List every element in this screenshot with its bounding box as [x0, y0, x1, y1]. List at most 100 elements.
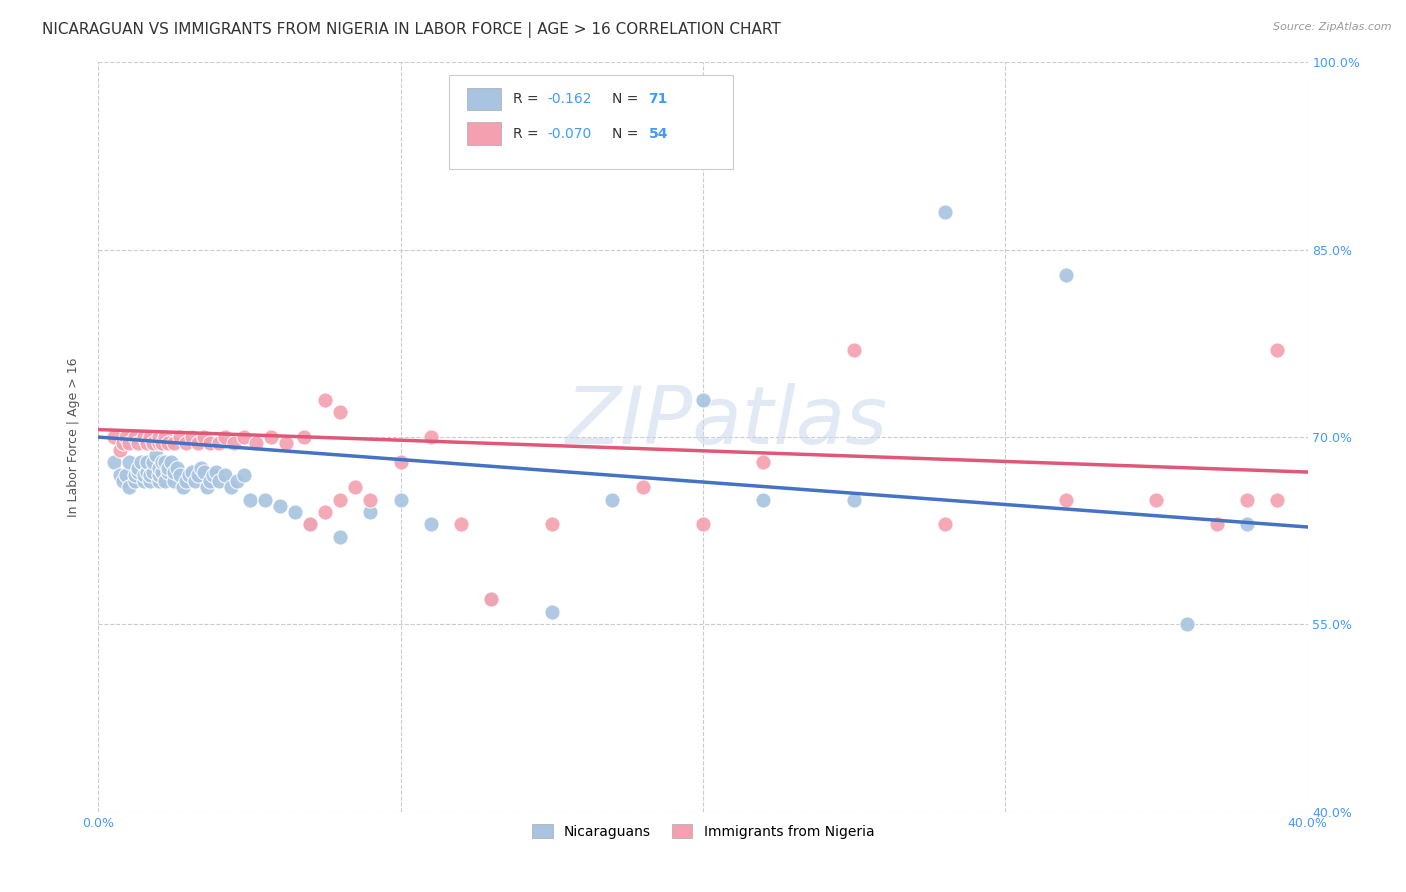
- Point: [284, 505, 307, 519]
- Text: -0.162: -0.162: [547, 92, 592, 106]
- Point: [226, 474, 249, 488]
- Point: [1054, 492, 1077, 507]
- Text: 54: 54: [648, 127, 668, 141]
- Point: [114, 467, 136, 482]
- Point: [329, 530, 352, 544]
- Point: [148, 436, 170, 450]
- Point: [481, 592, 503, 607]
- Point: [153, 474, 176, 488]
- Point: [139, 474, 162, 488]
- Point: [260, 430, 283, 444]
- Point: [132, 430, 155, 444]
- Point: [148, 474, 170, 488]
- Point: [329, 492, 352, 507]
- Point: [360, 492, 382, 507]
- Point: [253, 492, 276, 507]
- Point: [132, 474, 155, 488]
- Point: [181, 465, 204, 479]
- Point: [692, 392, 714, 407]
- Point: [156, 465, 179, 479]
- Point: [148, 467, 170, 482]
- Point: [181, 430, 204, 444]
- FancyBboxPatch shape: [449, 75, 734, 169]
- Point: [145, 448, 167, 462]
- Point: [118, 455, 141, 469]
- Point: [1267, 492, 1289, 507]
- Point: [274, 436, 297, 450]
- Point: [135, 436, 157, 450]
- Point: [299, 517, 322, 532]
- Point: [153, 430, 176, 444]
- Point: [692, 517, 714, 532]
- Point: [108, 442, 131, 457]
- Point: [844, 343, 866, 357]
- Point: [187, 467, 209, 482]
- Point: [118, 436, 141, 450]
- Point: [214, 467, 236, 482]
- Point: [118, 480, 141, 494]
- Text: -0.070: -0.070: [547, 127, 592, 141]
- Point: [224, 436, 246, 450]
- Legend: Nicaraguans, Immigrants from Nigeria: Nicaraguans, Immigrants from Nigeria: [524, 817, 882, 846]
- Point: [124, 467, 146, 482]
- Point: [172, 480, 194, 494]
- Text: R =: R =: [513, 127, 543, 141]
- Point: [132, 467, 155, 482]
- Point: [150, 465, 173, 479]
- Point: [540, 605, 562, 619]
- Point: [174, 474, 197, 488]
- Point: [111, 436, 134, 450]
- Bar: [467, 122, 501, 145]
- Point: [124, 474, 146, 488]
- Bar: [467, 88, 501, 111]
- Point: [214, 430, 236, 444]
- Point: [193, 465, 215, 479]
- Point: [232, 430, 254, 444]
- Point: [124, 430, 146, 444]
- Point: [127, 461, 149, 475]
- Point: [540, 517, 562, 532]
- Point: [934, 517, 956, 532]
- Point: [127, 465, 149, 479]
- Point: [111, 474, 134, 488]
- Point: [139, 430, 162, 444]
- Point: [156, 461, 179, 475]
- Point: [187, 436, 209, 450]
- Point: [1236, 517, 1258, 532]
- Text: N =: N =: [613, 127, 643, 141]
- Text: R =: R =: [513, 92, 543, 106]
- Text: 71: 71: [648, 92, 668, 106]
- Point: [752, 455, 775, 469]
- Point: [135, 455, 157, 469]
- Point: [360, 505, 382, 519]
- Point: [314, 392, 336, 407]
- Point: [108, 467, 131, 482]
- Point: [420, 517, 443, 532]
- Y-axis label: In Labor Force | Age > 16: In Labor Force | Age > 16: [66, 358, 80, 516]
- Text: N =: N =: [613, 92, 643, 106]
- Point: [292, 430, 315, 444]
- Point: [389, 492, 412, 507]
- Point: [208, 436, 231, 450]
- Point: [148, 430, 170, 444]
- Point: [139, 467, 162, 482]
- Point: [208, 474, 231, 488]
- Point: [148, 461, 170, 475]
- Point: [269, 499, 291, 513]
- Point: [156, 436, 179, 450]
- Point: [1236, 492, 1258, 507]
- Point: [166, 461, 188, 475]
- Point: [150, 436, 173, 450]
- Point: [344, 480, 367, 494]
- Point: [1267, 343, 1289, 357]
- Point: [202, 467, 225, 482]
- Point: [118, 430, 141, 444]
- Point: [169, 467, 191, 482]
- Point: [389, 455, 412, 469]
- Point: [190, 461, 212, 475]
- Point: [142, 436, 165, 450]
- Point: [160, 455, 183, 469]
- Point: [150, 455, 173, 469]
- Point: [221, 480, 243, 494]
- Point: [142, 465, 165, 479]
